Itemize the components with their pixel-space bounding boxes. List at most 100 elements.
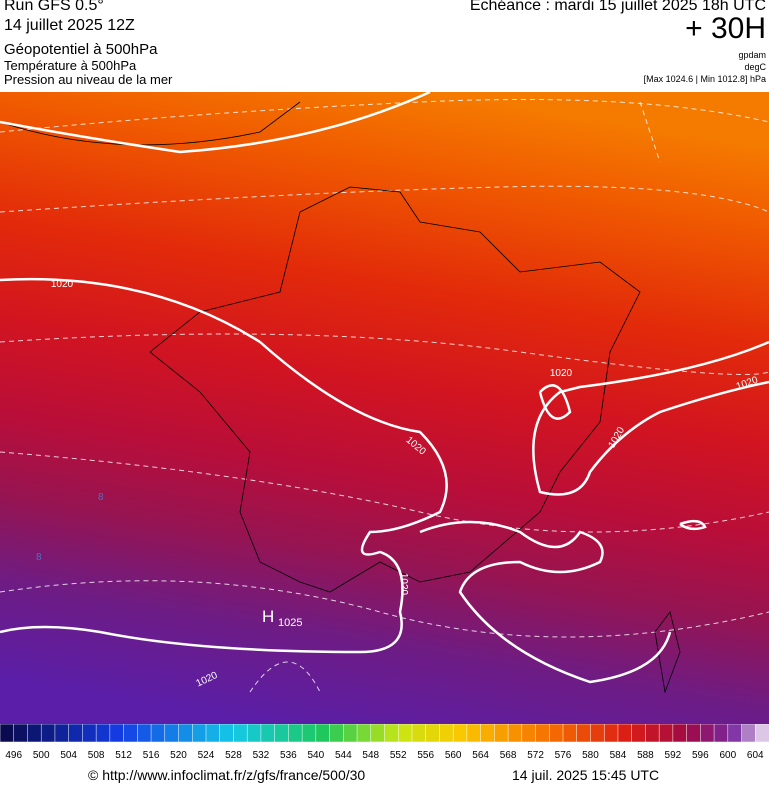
colorbar-cell [329, 724, 345, 743]
colorbar-cell [755, 724, 769, 743]
colorbar-cell [315, 724, 331, 743]
map: 1020 1020 1020 1020 1020 1020 1020 H 102… [0, 92, 769, 724]
colorbar-label: 516 [143, 750, 160, 761]
colorbar-cell [466, 724, 482, 743]
colorbar-cell [205, 724, 221, 743]
colorbar-label: 568 [500, 750, 517, 761]
colorbar-label: 596 [692, 750, 709, 761]
colorbar-label: 520 [170, 750, 187, 761]
colorbar-cell [452, 724, 468, 743]
unit: degC [744, 62, 766, 72]
lead-time: + 30H [685, 12, 766, 45]
colorbar-cell [700, 724, 715, 743]
colorbar-label: 540 [307, 750, 324, 761]
colorbar-cell [356, 724, 372, 743]
colorbar-cell [178, 724, 193, 743]
colorbar-label: 548 [362, 750, 379, 761]
colorbar-cell [480, 724, 496, 743]
colorbar-label: 508 [88, 750, 105, 761]
isotherm-label: 8 [98, 492, 104, 503]
colorbar-cell [617, 724, 633, 743]
field: Température à 500hPa [4, 58, 137, 73]
range: [Max 1024.6 | Min 1012.8] hPa [643, 74, 766, 84]
colorbar-label: 584 [610, 750, 627, 761]
colorbar: 496 500 504 508 512 516 520 524 528 532 536 540 544 5… [0, 724, 769, 761]
colorbar-cell [727, 724, 743, 743]
colorbar-cell [288, 724, 303, 743]
isotherm-label: 8 [36, 552, 42, 563]
colorbar-cell [95, 724, 111, 743]
colorbar-cell [164, 724, 180, 743]
temperature-field [0, 92, 769, 724]
colorbar-label: 572 [527, 750, 544, 761]
colorbar-cell [246, 724, 262, 743]
colorbar-cell [645, 724, 660, 743]
colorbar-label: 532 [253, 750, 270, 761]
colorbar-label: 580 [582, 750, 599, 761]
colorbar-cell [40, 724, 56, 743]
colorbar-cell [27, 724, 42, 743]
colorbar-cell [13, 724, 29, 743]
colorbar-cell [521, 724, 537, 743]
colorbar-label: 496 [5, 750, 22, 761]
colorbar-cell [658, 724, 674, 743]
colorbar-cell [507, 724, 523, 743]
colorbar-cell [192, 724, 207, 743]
colorbar-cell [301, 724, 317, 743]
colorbar-label: 504 [60, 750, 77, 761]
field: Pression au niveau de la mer [4, 72, 173, 87]
colorbar-cell [686, 724, 702, 743]
colorbar-cell [494, 724, 509, 743]
colorbar-label: 536 [280, 750, 297, 761]
colorbar-cell [274, 724, 290, 743]
colorbar-cell [82, 724, 97, 743]
colorbar-cell [54, 724, 70, 743]
run: Run GFS 0.5° [4, 0, 104, 14]
colorbar-label: 604 [747, 750, 764, 761]
colorbar-cell [397, 724, 413, 743]
colorbar-cell [137, 724, 152, 743]
colorbar-cell [549, 724, 564, 743]
isobar-label: 1020 [51, 279, 74, 290]
colorbar-cell [384, 724, 399, 743]
isobar-label: 1020 [398, 573, 409, 596]
high-value: 1025 [278, 617, 302, 629]
colorbar-cell [123, 724, 139, 743]
colorbar-cell [535, 724, 551, 743]
colorbar-cell [109, 724, 125, 743]
isobars [0, 92, 769, 684]
colorbar-label: 512 [115, 750, 132, 761]
colorbar-label: 544 [335, 750, 352, 761]
colorbar-cell [439, 724, 454, 743]
colorbar-label: 600 [719, 750, 736, 761]
colorbar-cell [603, 724, 619, 743]
colorbar-cell [343, 724, 358, 743]
colorbar-label: 556 [417, 750, 434, 761]
colorbar-cell [370, 724, 386, 743]
colorbar-cell [713, 724, 729, 743]
colorbar-cell [219, 724, 235, 743]
colorbar-cell [150, 724, 166, 743]
colorbar-cell [233, 724, 248, 743]
timestamp: 14 juil. 2025 15:45 UTC [512, 767, 660, 783]
colorbar-cell [0, 724, 15, 743]
field: Géopotentiel à 500hPa [4, 41, 158, 58]
colorbar-cell [562, 724, 578, 743]
high-letter: H [262, 607, 274, 626]
colorbar-label: 500 [33, 750, 50, 761]
colorbar-cell [411, 724, 427, 743]
colorbar-cell [260, 724, 276, 743]
colorbar-cell [68, 724, 84, 743]
colorbar-cell [425, 724, 441, 743]
colorbar-cell [672, 724, 688, 743]
colorbar-label: 528 [225, 750, 242, 761]
source-url: © http://www.infoclimat.fr/z/gfs/france/… [88, 767, 366, 783]
colorbar-label: 592 [665, 750, 682, 761]
unit: gpdam [738, 50, 766, 60]
colorbar-label: 560 [445, 750, 462, 761]
colorbar-label: 576 [555, 750, 572, 761]
colorbar-label: 564 [472, 750, 489, 761]
colorbar-cell [590, 724, 605, 743]
colorbar-cell [741, 724, 757, 743]
